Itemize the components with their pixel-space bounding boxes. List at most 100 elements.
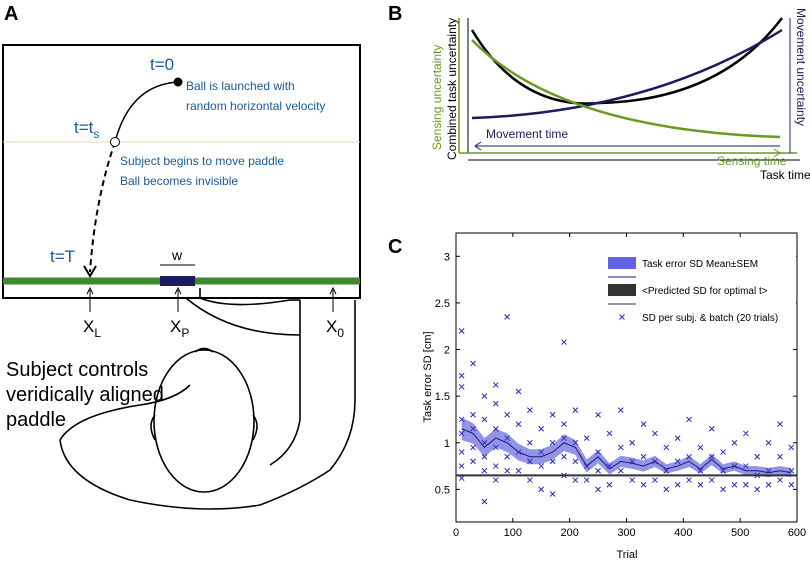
annotation: Ball becomes invisible xyxy=(120,174,238,188)
scatter-point xyxy=(595,411,601,418)
sem-band xyxy=(740,463,752,476)
scatter-point xyxy=(538,486,545,493)
x-tick-label: 400 xyxy=(674,527,692,539)
scatter-point xyxy=(674,435,681,441)
sem-band xyxy=(637,458,650,472)
plot xyxy=(456,314,797,505)
y-tick-label: 2.5 xyxy=(435,298,450,310)
arrow-head xyxy=(83,265,97,278)
scatter-point xyxy=(663,486,670,493)
annotation: Ball is launched with xyxy=(186,79,295,93)
scatter-point xyxy=(686,477,692,483)
panel-label: A xyxy=(4,3,18,25)
scatter-point xyxy=(481,416,488,423)
ball xyxy=(173,77,183,87)
scatter-point xyxy=(595,486,601,493)
scatter-point xyxy=(777,453,783,460)
scatter-point xyxy=(720,486,726,493)
legend-label: SD per subj. & batch (20 trials) xyxy=(642,313,778,324)
scatter-point xyxy=(470,444,476,451)
sensing-curve xyxy=(471,39,781,139)
scatter-point xyxy=(606,430,613,437)
scatter-point xyxy=(458,463,465,469)
scatter-point xyxy=(606,481,613,488)
sensing-uncertainty-label: Sensing uncertainty xyxy=(430,45,444,150)
sem-band xyxy=(581,449,593,473)
scatter-point xyxy=(527,439,533,446)
scatter-point xyxy=(561,421,567,427)
sem-band xyxy=(569,437,582,464)
arrow-head xyxy=(474,141,482,151)
x-main: X xyxy=(170,317,181,336)
sensing-time-label: Sensing time xyxy=(717,154,787,168)
caption: veridically aligned xyxy=(6,384,164,406)
xl-label: XL xyxy=(83,317,101,340)
scatter-point xyxy=(583,477,590,483)
sem-band xyxy=(615,455,627,471)
scatter-point xyxy=(470,458,476,465)
movement-curve xyxy=(471,28,783,120)
scatter-point xyxy=(549,411,556,418)
scatter-point xyxy=(595,467,601,474)
scatter-point xyxy=(731,439,738,446)
x-sub: 0 xyxy=(337,326,344,340)
scatter-point xyxy=(504,314,511,320)
annotation: Subject begins to move paddle xyxy=(120,154,284,168)
panel-label: B xyxy=(388,3,402,25)
legend-marker xyxy=(619,314,625,320)
scatter-point xyxy=(504,453,511,460)
paddle xyxy=(160,276,195,286)
xp-label: XP xyxy=(170,317,189,340)
scatter-point xyxy=(515,421,522,427)
sem-band xyxy=(478,430,491,457)
scatter-point xyxy=(492,400,499,407)
scatter-point xyxy=(629,439,636,446)
scatter-point xyxy=(481,498,488,505)
ts-main: t=t xyxy=(74,118,94,137)
sem-band xyxy=(467,420,479,451)
sem-band xyxy=(683,455,695,471)
movement-time-label: Movement time xyxy=(486,127,568,141)
sem-band xyxy=(694,459,707,474)
sem-band xyxy=(524,446,536,465)
combined-uncertainty-label: Combined task uncertainty xyxy=(445,18,459,160)
scatter-point xyxy=(686,416,692,423)
combined-curve xyxy=(470,17,783,105)
scatter-point xyxy=(458,372,465,379)
w-label: w xyxy=(171,247,183,263)
scatter-point xyxy=(549,491,556,497)
scatter-point xyxy=(708,477,715,483)
scatter-point xyxy=(742,481,749,488)
scatter-point xyxy=(754,486,761,493)
scatter-point xyxy=(640,453,647,460)
sem-band xyxy=(501,431,513,457)
scatter-point xyxy=(481,393,488,399)
x-tick-label: 200 xyxy=(560,527,578,539)
x-tick-label: 600 xyxy=(788,527,806,539)
y-tick-label: 0.5 xyxy=(435,484,450,496)
ts-label: t=ts xyxy=(74,118,99,141)
scatter-point xyxy=(572,407,579,413)
scatter-point xyxy=(492,463,499,469)
scatter-point xyxy=(629,477,636,483)
scatter-point xyxy=(617,444,624,451)
scatter-point xyxy=(504,467,511,474)
sem-band xyxy=(649,455,661,471)
scatter-point xyxy=(754,453,761,460)
scatter-point xyxy=(652,477,658,483)
y-tick-label: 1 xyxy=(444,438,450,450)
sem-band xyxy=(660,460,672,474)
sem-band xyxy=(717,459,729,474)
visible-trajectory xyxy=(114,81,179,143)
x-tick-label: 100 xyxy=(504,527,522,539)
sem-band xyxy=(512,438,525,463)
scatter-point xyxy=(492,477,499,483)
sem-band xyxy=(706,453,718,470)
scatter-point xyxy=(538,463,545,469)
legend-swatch xyxy=(608,284,636,296)
scatter-point xyxy=(492,382,499,388)
tT-label: t=T xyxy=(50,247,75,266)
legend-label: Task error SD Mean±SEM xyxy=(642,259,758,270)
y-axis-label: Task error SD [cm] xyxy=(422,331,434,422)
